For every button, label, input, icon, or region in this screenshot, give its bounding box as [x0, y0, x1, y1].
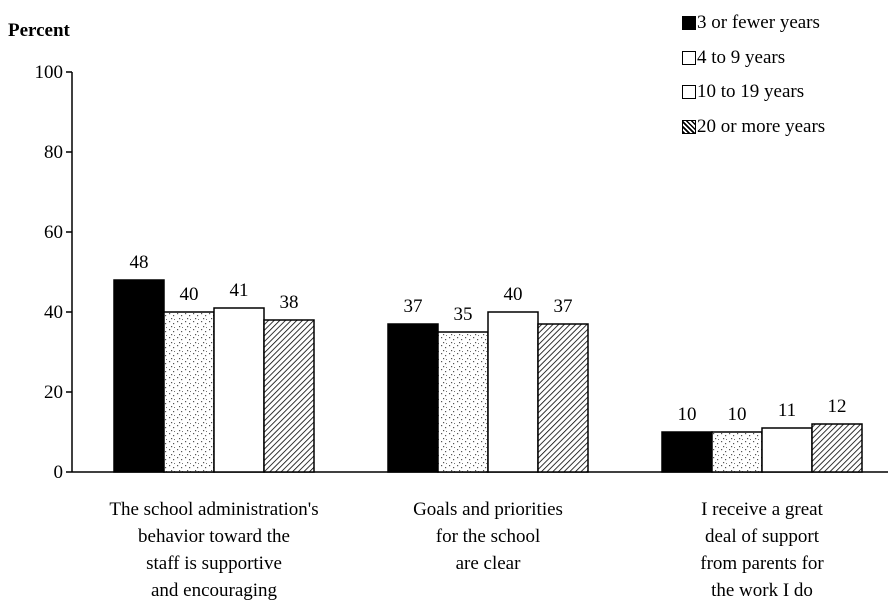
legend-swatch — [682, 16, 696, 31]
bar — [437, 331, 489, 473]
data-label: 11 — [778, 400, 796, 421]
data-label: 37 — [404, 296, 423, 317]
legend-label: 4 to 9 years — [697, 46, 786, 68]
data-label: 41 — [230, 280, 249, 301]
category-label-line: for the school — [436, 526, 540, 547]
legend-swatch — [682, 50, 696, 65]
category-label-line: The school administration's — [109, 499, 318, 520]
bar — [387, 323, 439, 473]
y-tick-label: 0 — [54, 462, 64, 483]
category-label: I receive a great deal of support from par… — [700, 499, 824, 601]
bar — [711, 431, 763, 473]
bar — [811, 423, 863, 473]
y-tick-label: 80 — [44, 142, 63, 163]
bar — [661, 431, 713, 473]
bar — [761, 427, 813, 473]
legend-item: 20 or more years — [682, 110, 882, 145]
data-label: 48 — [130, 252, 149, 273]
category-label: Goals and priorities for the school are cl… — [413, 499, 563, 574]
bar — [263, 319, 315, 473]
legend-item: 3 or fewer years — [682, 6, 882, 41]
category-label-line: behavior toward the — [138, 526, 290, 547]
data-label: 37 — [554, 296, 573, 317]
y-tick-label: 100 — [35, 62, 64, 83]
category-label-line: deal of support — [705, 526, 820, 547]
data-label: 38 — [280, 292, 299, 313]
bar — [213, 307, 265, 473]
category-label-line: staff is supportive — [146, 553, 282, 574]
y-tick-label: 60 — [44, 222, 63, 243]
bar — [537, 323, 589, 473]
category-label-line: are clear — [456, 553, 522, 574]
legend-item: 4 to 9 years — [682, 41, 882, 76]
data-label: 12 — [828, 396, 847, 417]
legend-swatch — [682, 119, 696, 134]
category-label-line: the work I do — [711, 580, 813, 601]
bar — [487, 311, 539, 473]
category-label: The school administration's behavior towa… — [109, 499, 318, 601]
y-tick-label: 20 — [44, 382, 63, 403]
category-label-line: I receive a great — [701, 499, 824, 520]
legend-label: 10 to 19 years — [697, 81, 805, 103]
data-label: 10 — [678, 404, 697, 425]
category-label-line: from parents for — [700, 553, 824, 574]
y-axis-title: Percent — [8, 20, 70, 41]
legend-label: 3 or fewer years — [697, 12, 820, 34]
data-label: 40 — [504, 284, 523, 305]
category-label-line: Goals and priorities — [413, 499, 563, 520]
bar — [113, 279, 165, 473]
data-label: 40 — [180, 284, 199, 305]
y-tick-label: 40 — [44, 302, 63, 323]
legend-item: 10 to 19 years — [682, 75, 882, 110]
bar — [163, 311, 215, 473]
legend-swatch — [682, 85, 696, 100]
data-label: 10 — [728, 404, 747, 425]
legend: 3 or fewer years 4 to 9 years 10 to 19 yea… — [682, 6, 882, 144]
data-label: 35 — [454, 304, 473, 325]
category-label-line: and encouraging — [151, 580, 278, 601]
legend-label: 20 or more years — [697, 115, 826, 137]
